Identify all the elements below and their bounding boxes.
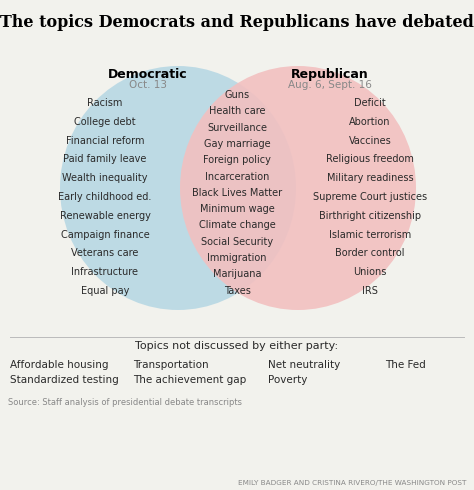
Text: Minimum wage: Minimum wage (200, 204, 274, 214)
Text: Birthright citizenship: Birthright citizenship (319, 211, 421, 221)
Text: Democratic: Democratic (108, 68, 188, 81)
Text: Financial reform: Financial reform (66, 136, 144, 146)
Ellipse shape (180, 66, 416, 310)
Text: Military readiness: Military readiness (327, 173, 413, 183)
Text: Affordable housing: Affordable housing (10, 360, 109, 370)
Text: Renewable energy: Renewable energy (60, 211, 150, 221)
Text: Veterans care: Veterans care (71, 248, 139, 258)
Text: Topics not discussed by either party:: Topics not discussed by either party: (136, 341, 338, 351)
Text: Black Lives Matter: Black Lives Matter (192, 188, 282, 198)
Text: Religious freedom: Religious freedom (326, 154, 414, 165)
Text: Republican: Republican (291, 68, 369, 81)
Text: Immigration: Immigration (207, 253, 267, 263)
Text: Social Security: Social Security (201, 237, 273, 246)
Ellipse shape (60, 66, 296, 310)
Text: Wealth inequality: Wealth inequality (62, 173, 148, 183)
Text: The Fed: The Fed (385, 360, 426, 370)
Text: EMILY BADGER AND CRISTINA RIVERO/THE WASHINGTON POST: EMILY BADGER AND CRISTINA RIVERO/THE WAS… (237, 480, 466, 486)
Text: Aug. 6, Sept. 16: Aug. 6, Sept. 16 (288, 80, 372, 90)
Text: Campaign finance: Campaign finance (61, 230, 149, 240)
Text: Health care: Health care (209, 106, 265, 116)
Text: Deficit: Deficit (354, 98, 386, 108)
Text: Border control: Border control (335, 248, 405, 258)
Text: Taxes: Taxes (224, 286, 250, 295)
Text: Incarceration: Incarceration (205, 172, 269, 181)
Text: Surveillance: Surveillance (207, 122, 267, 133)
Text: Guns: Guns (224, 90, 250, 100)
Text: Poverty: Poverty (268, 375, 307, 385)
Text: The achievement gap: The achievement gap (133, 375, 246, 385)
Text: Net neutrality: Net neutrality (268, 360, 340, 370)
Text: College debt: College debt (74, 117, 136, 127)
Text: Equal pay: Equal pay (81, 286, 129, 296)
Text: Infrastructure: Infrastructure (72, 267, 138, 277)
Text: Supreme Court justices: Supreme Court justices (313, 192, 427, 202)
Text: Paid family leave: Paid family leave (64, 154, 146, 165)
Text: Standardized testing: Standardized testing (10, 375, 119, 385)
Text: Vaccines: Vaccines (348, 136, 392, 146)
Text: Climate change: Climate change (199, 220, 275, 230)
Text: Islamic terrorism: Islamic terrorism (329, 230, 411, 240)
Text: Source: Staff analysis of presidential debate transcripts: Source: Staff analysis of presidential d… (8, 398, 242, 407)
Text: Abortion: Abortion (349, 117, 391, 127)
Text: Foreign policy: Foreign policy (203, 155, 271, 165)
Text: Racism: Racism (87, 98, 123, 108)
Text: Unions: Unions (353, 267, 387, 277)
Text: Marijuana: Marijuana (213, 270, 261, 279)
Text: Transportation: Transportation (133, 360, 209, 370)
Text: Early childhood ed.: Early childhood ed. (58, 192, 152, 202)
Text: IRS: IRS (362, 286, 378, 296)
Text: The topics Democrats and Republicans have debated: The topics Democrats and Republicans hav… (0, 14, 474, 31)
Text: Oct. 13: Oct. 13 (129, 80, 167, 90)
Text: Gay marriage: Gay marriage (204, 139, 270, 149)
